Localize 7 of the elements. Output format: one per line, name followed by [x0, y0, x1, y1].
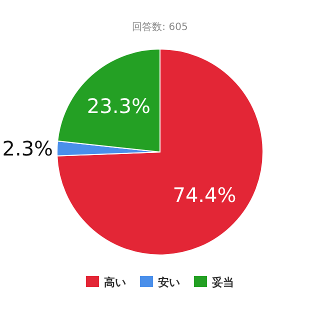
legend-label: 安い — [158, 276, 180, 289]
data-label: 2.3% — [2, 136, 54, 160]
data-label: 23.3% — [86, 94, 150, 118]
legend-label: 高い — [104, 276, 126, 289]
data-label: 74.4% — [172, 182, 236, 207]
legend-label: 妥当 — [211, 276, 234, 289]
chart-title: 回答数: 605 — [132, 21, 188, 33]
